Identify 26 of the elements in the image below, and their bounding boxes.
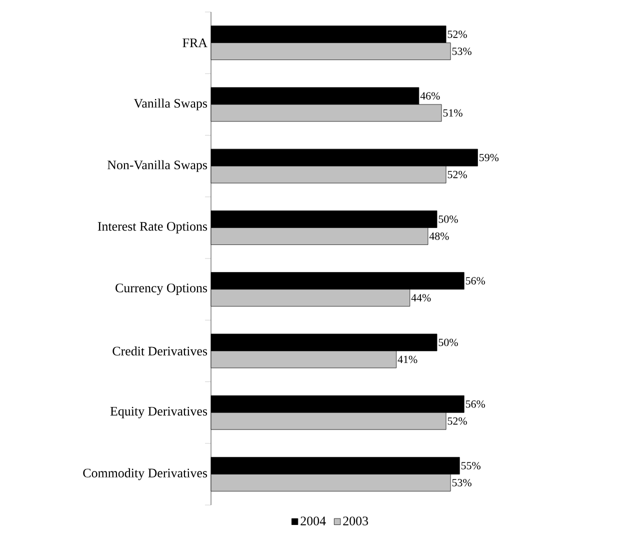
data-label: 44%	[411, 294, 431, 302]
data-label: 52%	[448, 30, 467, 38]
legend-label: 2004	[300, 516, 326, 526]
data-label: 53%	[452, 48, 472, 56]
data-label: 52%	[448, 417, 467, 425]
y-tick-label: Interest Rate Options	[98, 222, 208, 234]
y-tick-label: Currency Options	[116, 284, 208, 296]
data-label: 53%	[452, 478, 472, 486]
data-label: 56%	[466, 277, 486, 285]
data-label: 48%	[429, 232, 449, 240]
data-label: 52%	[448, 170, 467, 178]
y-tick-label: Vanilla Swaps	[134, 98, 208, 110]
y-tick-label: Commodity Derivatives	[83, 468, 208, 480]
data-label: 50%	[438, 338, 458, 346]
data-label: 50%	[438, 215, 458, 223]
legend-label: 2003	[343, 516, 368, 526]
y-tick-label: Credit Derivatives	[112, 346, 208, 356]
data-label: 55%	[461, 462, 480, 470]
data-label: 51%	[443, 109, 462, 117]
y-tick-label: Equity Derivatives	[110, 406, 208, 418]
y-tick-label: Non-Vanilla Swaps	[107, 160, 208, 172]
data-label: 56%	[466, 400, 486, 408]
data-label: 41%	[398, 356, 418, 364]
data-label: 46%	[420, 92, 440, 100]
data-label: 59%	[480, 154, 499, 162]
y-tick-label: FRA	[182, 38, 208, 48]
